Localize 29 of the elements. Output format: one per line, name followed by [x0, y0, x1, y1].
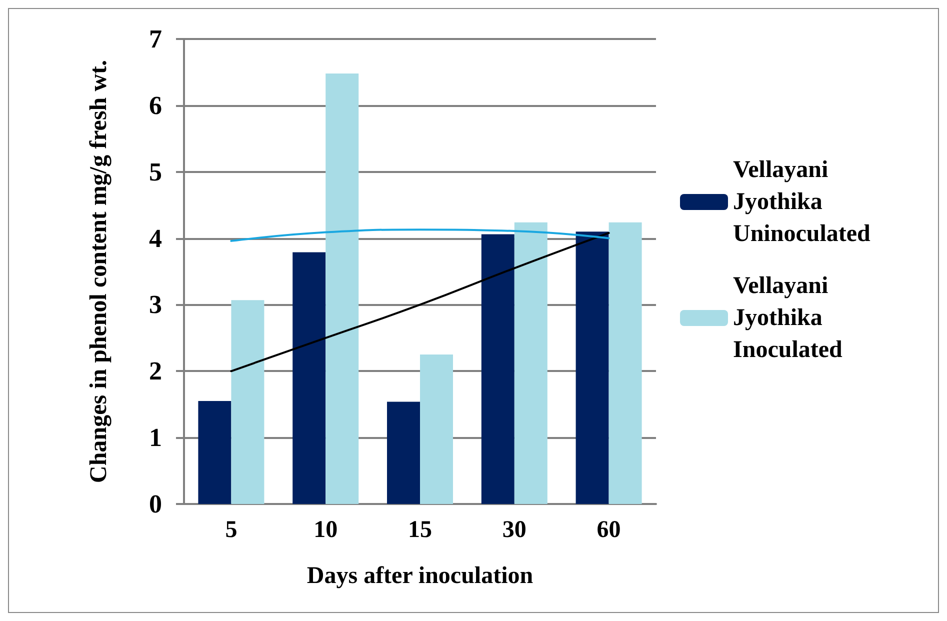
- y-tick-label: 3: [149, 290, 162, 320]
- x-tick-label: 60: [596, 517, 621, 543]
- bar: [198, 401, 232, 504]
- bar: [231, 300, 264, 504]
- bar: [326, 74, 359, 504]
- bar: [576, 232, 609, 504]
- y-tick-label: 1: [149, 423, 162, 452]
- line-series: [230, 228, 610, 242]
- bar: [292, 252, 326, 504]
- legend-label: Vellayani Jyothika Inoculated: [733, 273, 843, 363]
- bar: [608, 222, 642, 504]
- x-tick-label: 5: [225, 517, 238, 543]
- y-tick-label: 0: [149, 490, 162, 518]
- y-tick-label: 4: [149, 224, 162, 253]
- x-tick-label: 15: [408, 517, 432, 543]
- x-tick-label: 10: [314, 517, 338, 543]
- bar: [514, 222, 548, 504]
- bar: [481, 234, 514, 504]
- legend-label: Vellayani Jyothika Uninoculated: [733, 157, 872, 247]
- y-tick-label: 2: [149, 356, 162, 386]
- y-tick-label: 7: [149, 24, 162, 54]
- y-tick-label: 5: [149, 157, 162, 186]
- bar: [420, 354, 453, 504]
- x-axis-title: Days after inoculation: [306, 563, 534, 589]
- x-tick-label: 30: [502, 517, 526, 543]
- y-tick-label: 6: [149, 90, 162, 120]
- y-axis-title: Changes in phenol content mg/g fresh wt.: [86, 60, 112, 483]
- line-series: [230, 232, 610, 372]
- bar: [387, 402, 420, 504]
